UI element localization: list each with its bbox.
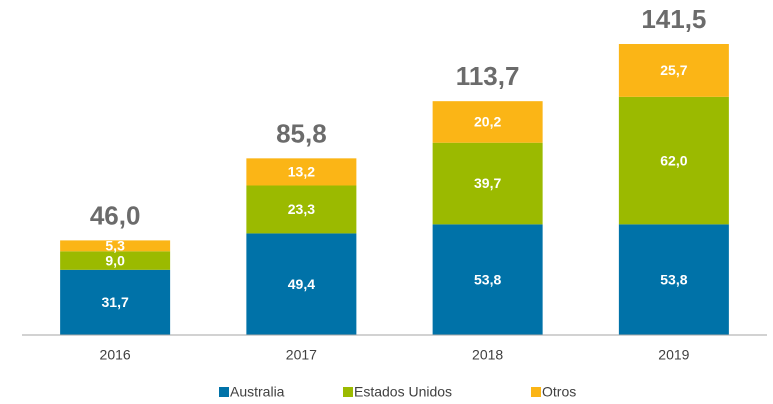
total-label: 85,8 (276, 118, 327, 148)
legend-swatch (343, 387, 353, 397)
bar-segment (618, 44, 729, 97)
bar-segment (432, 142, 543, 225)
bar-segment (618, 224, 729, 335)
x-tick-label: 2016 (100, 347, 131, 363)
x-tick-label: 2018 (472, 347, 503, 363)
bar-segment (618, 96, 729, 225)
bar-segment (60, 251, 171, 270)
total-label: 141,5 (641, 4, 706, 34)
legend-swatch (219, 387, 229, 397)
bar-segment (60, 240, 171, 252)
legend-label: Otros (542, 384, 576, 400)
segment-label: 53,8 (660, 271, 687, 287)
legend-swatch (531, 387, 541, 397)
segment-label: 13,2 (288, 164, 315, 180)
segment-label: 9,0 (105, 252, 125, 268)
x-tick-label: 2017 (286, 347, 317, 363)
legend-label: Estados Unidos (354, 384, 452, 400)
bar-segment (432, 224, 543, 335)
bar-segment (432, 101, 543, 143)
segment-label: 5,3 (105, 238, 125, 254)
segment-label: 23,3 (288, 201, 315, 217)
bar-segment (246, 185, 357, 234)
bar-segment (246, 233, 357, 335)
segment-label: 20,2 (474, 114, 501, 130)
x-tick-label: 2019 (658, 347, 689, 363)
segment-label: 62,0 (660, 152, 687, 168)
bar-segment (246, 158, 357, 186)
legend-label: Australia (230, 384, 285, 400)
segment-label: 53,8 (474, 271, 501, 287)
segment-label: 31,7 (102, 294, 129, 310)
total-label: 113,7 (456, 61, 520, 91)
total-label: 46,0 (90, 200, 141, 230)
segment-label: 39,7 (474, 175, 501, 191)
segment-label: 49,4 (288, 276, 315, 292)
segment-label: 25,7 (660, 62, 687, 78)
bar-segment (60, 269, 171, 335)
